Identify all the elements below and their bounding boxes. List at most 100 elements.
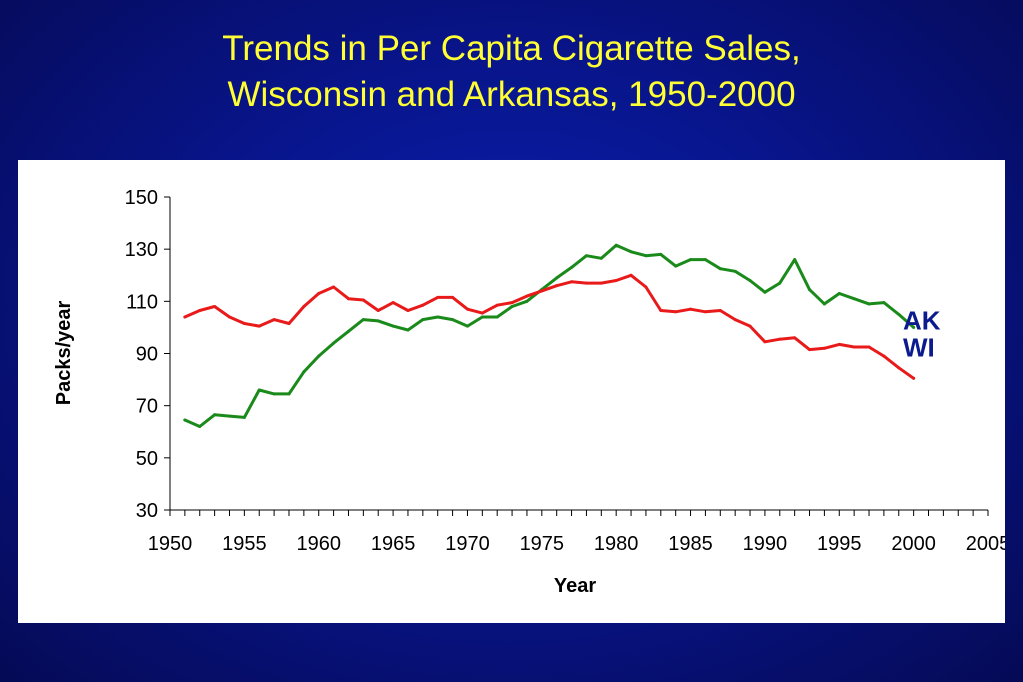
data-point-ak [718,267,722,271]
data-point-ak [332,341,336,345]
x-tick-label: 1955 [222,533,267,555]
data-point-wi [644,285,648,289]
data-point-wi [689,307,693,311]
data-point-wi [822,346,826,350]
data-point-wi [465,307,469,311]
data-point-ak [912,325,916,329]
data-point-wi [540,289,544,293]
data-point-wi [629,273,633,277]
data-point-ak [465,324,469,328]
data-point-wi [480,311,484,315]
data-point-ak [674,264,678,268]
y-tick-label: 110 [126,291,158,313]
chart-series [183,243,916,429]
data-point-wi [361,298,365,302]
data-point-ak [257,388,261,392]
x-tick-labels: 1950 1955 1960 1965 1970 1975 1980 1985 1990 1995… [148,533,1005,555]
data-point-wi [421,303,425,307]
data-point-ak [451,318,455,322]
data-point-wi [436,295,440,299]
title-line-1: Trends in Per Capita Cigarette Sales, [222,29,801,68]
data-point-ak [703,258,707,262]
data-point-wi [882,354,886,358]
data-point-wi [570,280,574,284]
y-tick-label: 150 [125,187,158,209]
chart-axes [164,196,989,516]
data-point-wi [317,292,321,296]
data-point-wi [332,285,336,289]
data-point-wi [391,301,395,305]
data-point-wi [733,318,737,322]
data-point-ak [763,290,767,294]
data-point-ak [822,302,826,306]
x-axis-title: Year [554,575,596,597]
data-point-wi [227,315,231,319]
data-point-ak [495,315,499,319]
data-point-wi [287,322,291,326]
data-point-ak [897,312,901,316]
data-point-ak [406,328,410,332]
data-point-ak [867,302,871,306]
data-point-wi [837,342,841,346]
data-point-wi [510,301,514,305]
data-point-ak [689,258,693,262]
data-point-ak [436,315,440,319]
data-point-ak [525,299,529,303]
data-point-ak [183,418,187,422]
chart-panel: 30 50 70 90 110 130 150 1950 1955 1960 1965 1970 19… [18,160,1005,623]
data-point-wi [406,308,410,312]
series-line-wi [183,273,916,380]
data-point-wi [659,308,663,312]
data-point-wi [599,281,603,285]
x-tick-label: 1980 [594,533,639,555]
data-point-wi [897,366,901,370]
data-point-wi [302,305,306,309]
y-tick-label: 130 [125,239,158,261]
data-point-ak [852,297,856,301]
series-ak [183,243,916,429]
data-point-ak [227,414,231,418]
data-point-ak [480,315,484,319]
data-point-wi [584,281,588,285]
y-tick-label: 70 [136,396,158,418]
data-point-wi [778,337,782,341]
data-point-wi [674,310,678,314]
data-point-ak [733,269,737,273]
data-point-ak [629,250,633,254]
data-point-ak [198,425,202,429]
data-point-wi [555,284,559,288]
x-tick-label: 1965 [371,533,416,555]
y-axis-title: Packs/year [53,301,75,406]
data-point-ak [614,243,618,247]
data-point-ak [510,305,514,309]
series-wi [183,273,916,380]
data-point-ak [570,265,574,269]
data-point-wi [748,324,752,328]
x-tick-label: 1995 [817,533,862,555]
data-point-ak [599,256,603,260]
data-point-wi [867,345,871,349]
data-point-wi [852,345,856,349]
title-line-2: Wisconsin and Arkansas, 1950-2000 [227,75,796,114]
data-point-ak [287,392,291,396]
data-point-ak [882,301,886,305]
data-point-ak [837,292,841,296]
data-point-wi [346,297,350,301]
data-point-ak [272,392,276,396]
data-point-wi [793,336,797,340]
data-point-ak [659,252,663,256]
y-tick-label: 50 [136,448,158,470]
y-tick-label: 90 [136,344,158,366]
data-point-wi [763,340,767,344]
x-tick-label: 1990 [743,533,788,555]
data-point-ak [793,258,797,262]
data-point-ak [808,288,812,292]
slide-title: Trends in Per Capita Cigarette Sales, Wi… [0,26,1023,118]
data-point-wi [912,376,916,380]
y-tick-label: 30 [136,500,158,522]
data-point-ak [778,281,782,285]
data-point-wi [614,278,618,282]
data-point-wi [451,295,455,299]
